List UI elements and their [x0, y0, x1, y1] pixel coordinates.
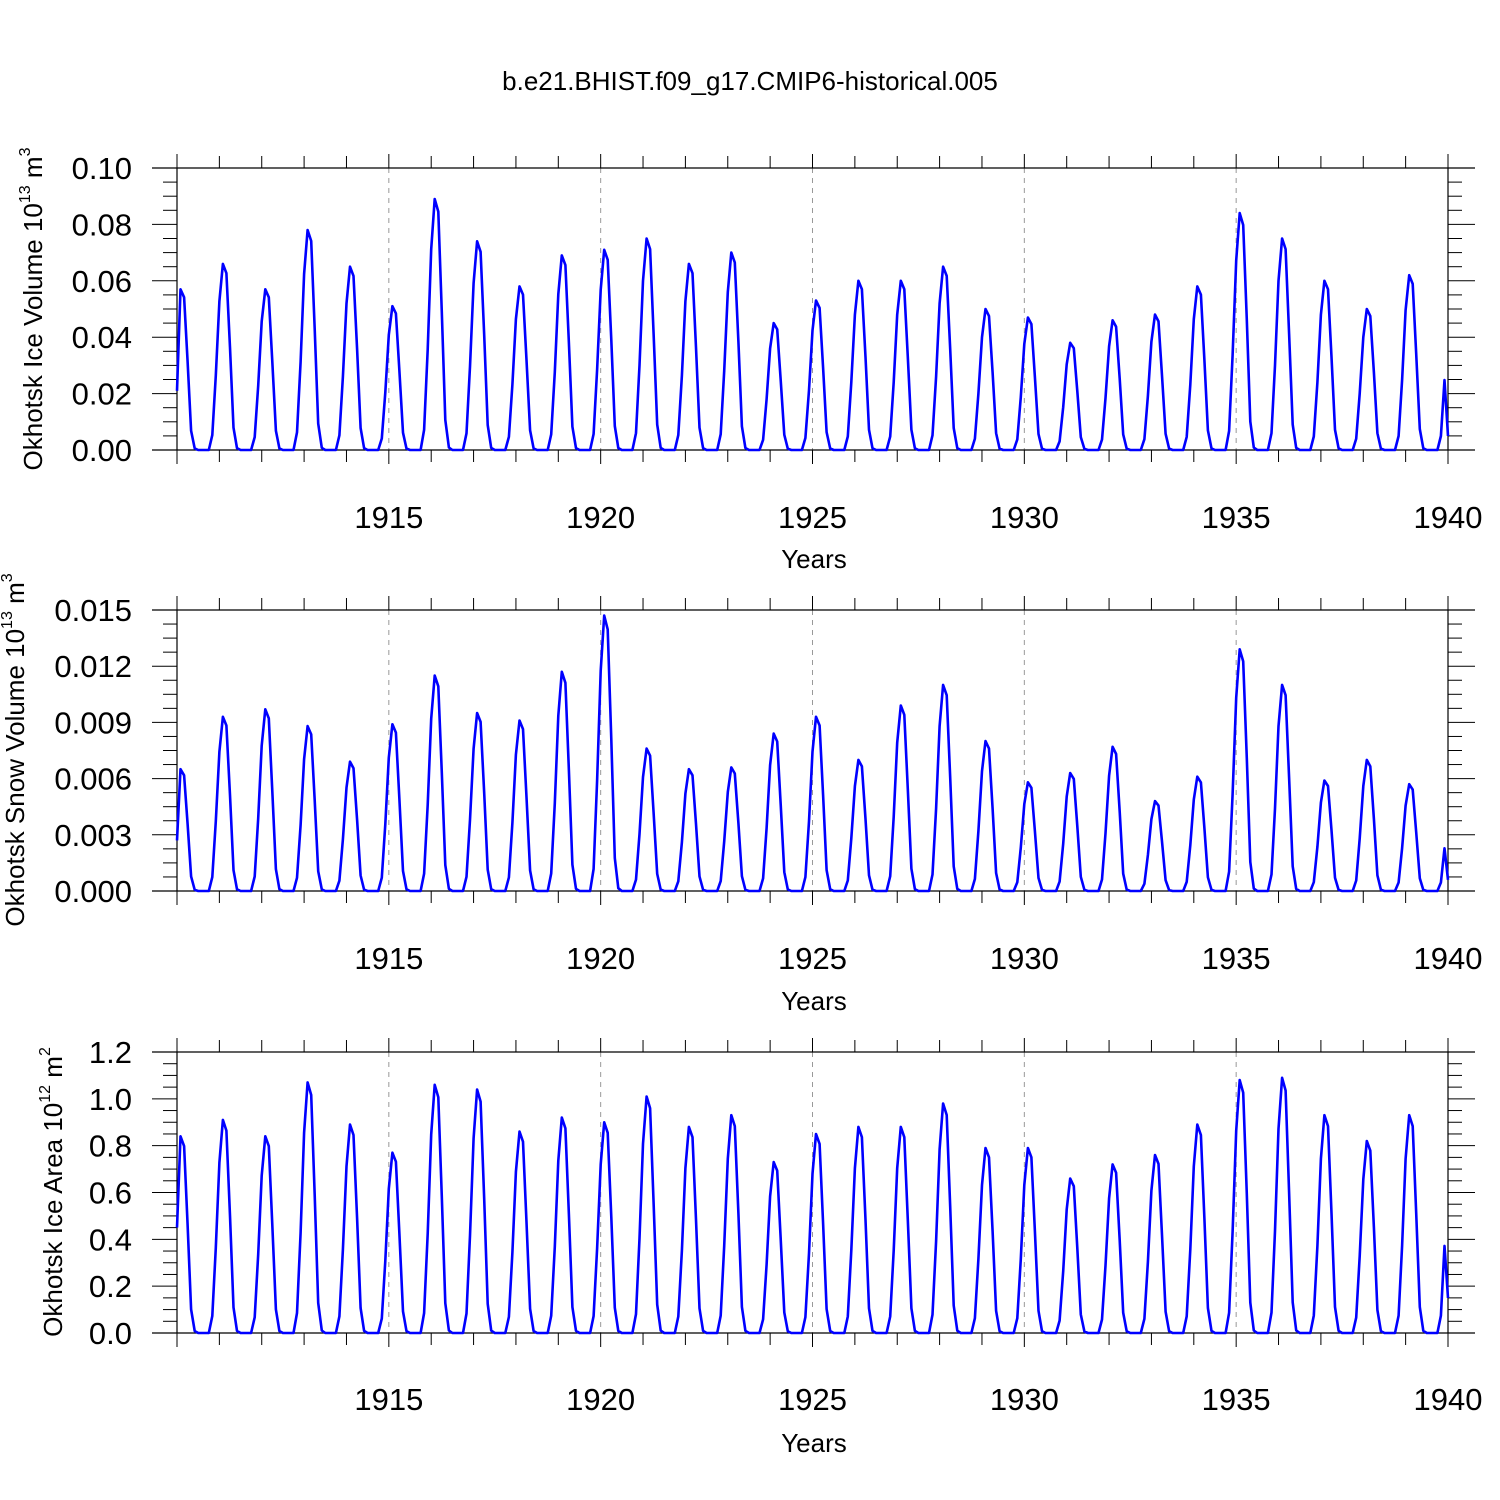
y-tick-label: 0.04	[72, 320, 132, 355]
y-tick-label: 0.003	[54, 818, 132, 853]
chart-panels: 0.00 0.02 0.04 0.06 0.08 0.10 1915 1920 1925 1930…	[0, 147, 1482, 1458]
x-tick-label: 1935	[1202, 1382, 1271, 1417]
x-tick-label: 1915	[354, 500, 423, 535]
y-tick-label: 0.009	[54, 705, 132, 740]
x-tick-label: 1935	[1202, 500, 1271, 535]
y-tick-label: 0.10	[72, 151, 132, 186]
y-tick-label: 1.2	[89, 1035, 132, 1070]
x-tick-label: 1920	[566, 941, 635, 976]
y-tick-label: 0.6	[89, 1176, 132, 1211]
series-line	[175, 197, 1450, 452]
y-tick-label: 0.015	[54, 593, 132, 628]
y-tick-label: 0.08	[72, 207, 132, 242]
y-tick-label: 0.006	[54, 762, 132, 797]
y-axis-label: Okhotsk Snow Volume 1013 m3	[0, 573, 30, 926]
y-axis-label: Okhotsk Ice Area 1012 m2	[37, 1047, 68, 1337]
x-axis-label: Years	[781, 986, 847, 1016]
panel-1: 0.00 0.02 0.04 0.06 0.08 0.10 1915 1920 1925 1930…	[17, 147, 1482, 574]
x-tick-label: 1915	[354, 941, 423, 976]
x-axis-label: Years	[781, 1428, 847, 1458]
x-tick-label: 1925	[778, 500, 847, 535]
series-line	[175, 614, 1450, 893]
x-tick-label: 1940	[1414, 941, 1483, 976]
x-tick-label: 1925	[778, 1382, 847, 1417]
panel-3: 0.0 0.2 0.4 0.6 0.8 1.0 1.2 1915 1920 1925 1930 193…	[37, 1035, 1482, 1458]
x-tick-label: 1935	[1202, 941, 1271, 976]
chart-title: b.e21.BHIST.f09_g17.CMIP6-historical.005	[502, 66, 998, 96]
y-axis-label: Okhotsk Ice Volume 1013 m3	[17, 147, 48, 470]
y-tick-label: 0.8	[89, 1129, 132, 1164]
y-tick-label: 0.00	[72, 433, 132, 468]
x-axis-label: Years	[781, 544, 847, 574]
series-line	[175, 1076, 1450, 1335]
x-tick-label: 1925	[778, 941, 847, 976]
y-tick-label: 0.012	[54, 649, 132, 684]
y-tick-label: 0.2	[89, 1269, 132, 1304]
x-tick-label: 1940	[1414, 1382, 1483, 1417]
x-tick-label: 1930	[990, 500, 1059, 535]
y-tick-label: 1.0	[89, 1082, 132, 1117]
panel-2: 0.000 0.003 0.006 0.009 0.012 0.015 1915 1920 19…	[0, 573, 1482, 1016]
x-tick-label: 1915	[354, 1382, 423, 1417]
y-tick-label: 0.000	[54, 874, 132, 909]
x-tick-label: 1930	[990, 941, 1059, 976]
y-tick-label: 0.06	[72, 264, 132, 299]
x-tick-label: 1940	[1414, 500, 1483, 535]
x-tick-label: 1930	[990, 1382, 1059, 1417]
x-tick-label: 1920	[566, 500, 635, 535]
y-tick-label: 0.4	[89, 1222, 132, 1257]
x-tick-label: 1920	[566, 1382, 635, 1417]
y-tick-label: 0.02	[72, 377, 132, 412]
y-tick-label: 0.0	[89, 1316, 132, 1351]
